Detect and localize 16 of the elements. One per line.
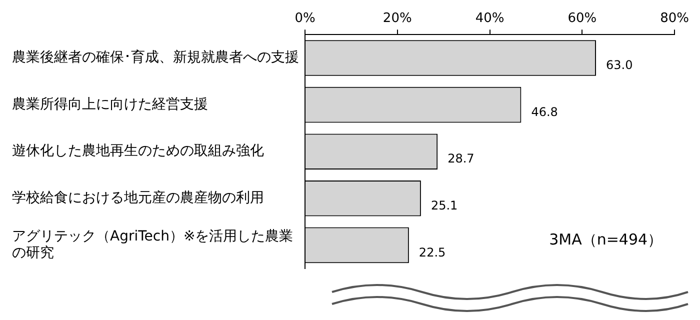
x-tick-label: 60% [568, 11, 597, 26]
y-tick-label: 農業後継者の確保･育成、新規就農者への支援 [12, 48, 299, 66]
y-tick-label: 遊休化した農地再生のための取組み強化 [12, 143, 264, 160]
x-tick-label: 0% [294, 11, 316, 26]
data-label: 46.8 [531, 104, 558, 119]
annotation: 3MA（n=494） [549, 230, 663, 248]
x-tick-label: 40% [475, 11, 504, 26]
data-label: 28.7 [448, 152, 474, 166]
data-label: 63.0 [606, 58, 633, 72]
data-label: 22.5 [418, 245, 446, 260]
y-tick-label: 学校給食における地元産の農産物の利用 [12, 190, 264, 206]
data-label: 25.1 [430, 198, 458, 213]
y-tick-label: 農業所得向上に向けた経営支援 [12, 96, 208, 112]
x-tick-label: 20% [382, 11, 412, 26]
y-tick-label: アグリテック（AgriTech）※を活用した農業の研究 [12, 228, 294, 262]
x-tick-label: 80% [660, 11, 690, 26]
